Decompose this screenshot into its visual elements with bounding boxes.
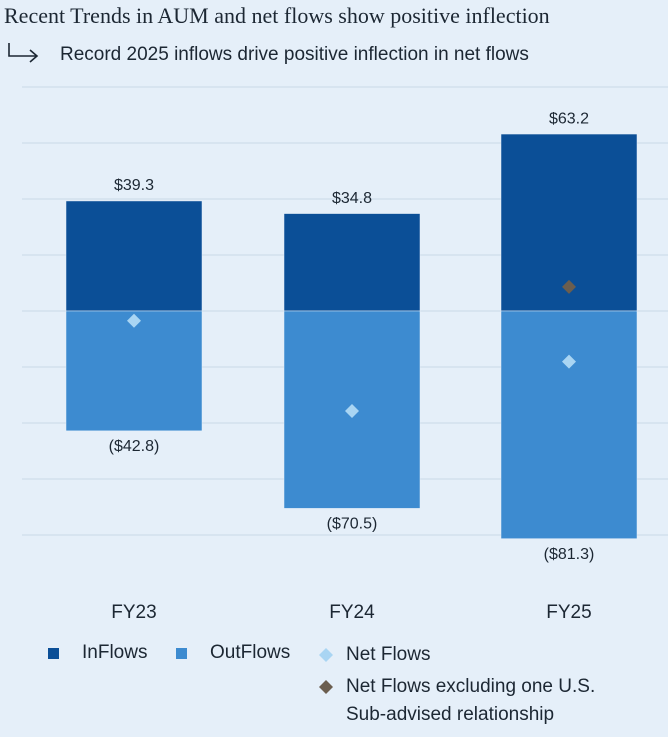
value-label: $63.2 [549, 110, 589, 127]
legend-swatch [48, 648, 59, 659]
net-flow-marker [562, 279, 576, 294]
bar [500, 310, 638, 539]
value-label: ($81.3) [544, 546, 595, 563]
value-label: $34.8 [332, 190, 372, 207]
value-label: ($70.5) [327, 516, 378, 533]
legend-swatch [176, 648, 187, 659]
net-flow-marker [127, 313, 141, 328]
x-tick-label: FY24 [329, 602, 375, 623]
subtitle-arrow [8, 43, 39, 63]
legend-label: Net Flows [346, 644, 431, 665]
legend-label: InFlows [82, 642, 148, 663]
x-tick-label: FY23 [111, 602, 156, 623]
bar [65, 310, 203, 432]
net-flow-marker [345, 403, 359, 418]
value-label: $39.3 [114, 177, 154, 194]
legend-label: Net Flows excluding one U.S. Sub-advised… [346, 676, 596, 725]
legend-swatch [319, 648, 333, 662]
legend-label: OutFlows [210, 642, 291, 663]
bar [65, 200, 203, 312]
net-flow-marker [562, 354, 576, 369]
x-tick-label: FY25 [546, 602, 591, 623]
chart-title: Recent Trends in AUM and net flows show … [4, 3, 550, 28]
value-label: ($42.8) [109, 438, 160, 455]
bar [283, 213, 421, 312]
legend-swatch [319, 680, 333, 694]
chart-subtitle: Record 2025 inflows drive positive infle… [60, 44, 529, 65]
